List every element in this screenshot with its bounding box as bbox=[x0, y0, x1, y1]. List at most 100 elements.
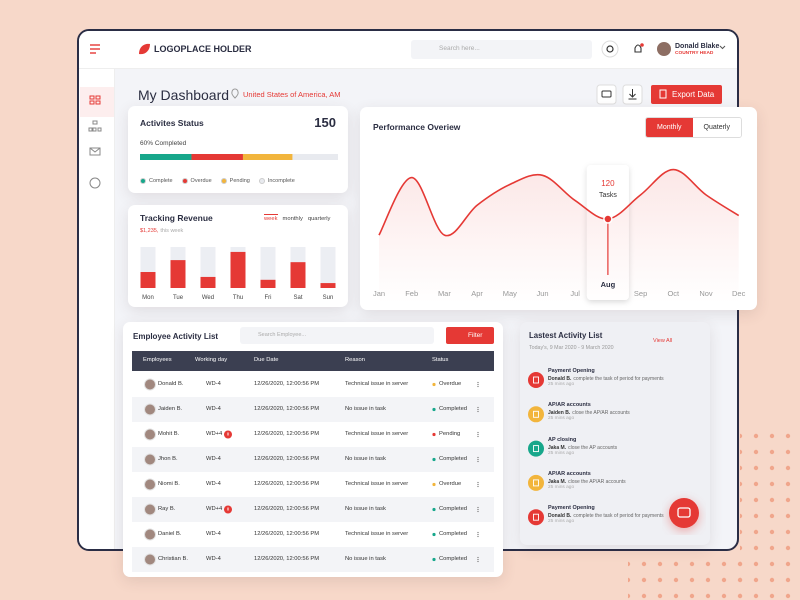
row-menu-dot[interactable] bbox=[477, 558, 479, 561]
search-box[interactable] bbox=[411, 40, 592, 59]
nav-help[interactable] bbox=[89, 177, 101, 189]
row-menu-dot[interactable] bbox=[477, 433, 479, 436]
activity-time: 25 mins ago bbox=[548, 519, 575, 525]
activity-user: Donald B. bbox=[548, 513, 572, 520]
legend: Complete Overdue Pending Incomplete bbox=[140, 178, 295, 184]
employee-name: Ray B. bbox=[158, 505, 176, 512]
chat-button[interactable] bbox=[662, 491, 706, 535]
activity-item-title: AP/AR accounts bbox=[548, 402, 591, 409]
row-menu-dot[interactable] bbox=[477, 431, 479, 434]
status: Completed bbox=[439, 455, 468, 462]
x-tick-label: Wed bbox=[202, 295, 214, 301]
nav-dashboard[interactable] bbox=[89, 95, 101, 105]
top-bar bbox=[79, 31, 737, 69]
legend-swatch bbox=[181, 178, 188, 184]
bar-track bbox=[320, 247, 336, 288]
bell-icon[interactable] bbox=[634, 44, 642, 53]
activity-time: 25 mins ago bbox=[548, 484, 575, 490]
sidebar-active[interactable] bbox=[80, 87, 114, 117]
row-menu-dot[interactable] bbox=[477, 560, 479, 563]
menu-icon[interactable] bbox=[90, 44, 100, 54]
print-button[interactable] bbox=[596, 84, 617, 105]
row-menu-dot[interactable] bbox=[477, 381, 479, 384]
nav-org[interactable] bbox=[88, 120, 102, 132]
activity-time: 25 mins ago bbox=[548, 450, 575, 456]
row-menu-dot[interactable] bbox=[477, 460, 479, 463]
avatar bbox=[144, 428, 156, 441]
row-menu-dot[interactable] bbox=[477, 435, 479, 438]
employee-name: Niomi B. bbox=[158, 480, 180, 487]
row-menu-dot[interactable] bbox=[477, 508, 479, 511]
row-menu-dot[interactable] bbox=[477, 410, 479, 413]
row-menu-dot[interactable] bbox=[477, 385, 479, 388]
activity-glyph bbox=[533, 479, 539, 487]
row-menu-dot[interactable] bbox=[477, 506, 479, 509]
export-button[interactable] bbox=[651, 85, 722, 104]
legend-label: Complete bbox=[149, 178, 173, 184]
period-tab[interactable]: monthly bbox=[282, 216, 303, 222]
row-menu-dot[interactable] bbox=[477, 483, 479, 486]
due-date: 12/26/2020, 12:00:56 PM bbox=[254, 530, 320, 537]
status-dot bbox=[432, 407, 436, 412]
user-role: COUNTRY HEAD bbox=[675, 51, 714, 56]
period-tab[interactable]: week bbox=[264, 214, 278, 222]
bar bbox=[140, 272, 156, 288]
highlight-point bbox=[603, 214, 613, 224]
table-search[interactable] bbox=[240, 327, 434, 344]
period-tabs: week monthly quarterly bbox=[264, 214, 330, 222]
table-search-placeholder: Search Employee... bbox=[258, 332, 306, 338]
activity-glyph bbox=[533, 513, 539, 521]
tab[interactable]: Quaterly bbox=[692, 118, 741, 137]
working-day: WD+4 bbox=[206, 505, 223, 512]
period-tab[interactable]: quarterly bbox=[307, 216, 331, 222]
page-title: My Dashboard bbox=[138, 87, 230, 103]
bar-track bbox=[260, 247, 276, 288]
user-avatar[interactable] bbox=[657, 42, 671, 56]
chevron[interactable] bbox=[719, 45, 726, 50]
row-menu-dot[interactable] bbox=[477, 533, 479, 536]
activity-item-title: Payment Opening bbox=[548, 505, 595, 512]
x-tick-label: Fri bbox=[265, 295, 272, 301]
working-day: WD-4 bbox=[206, 555, 221, 562]
bar bbox=[170, 260, 186, 288]
row-menu-dot[interactable] bbox=[477, 458, 479, 461]
view-all[interactable]: View All bbox=[653, 338, 673, 344]
x-tick-label: Sun bbox=[323, 295, 334, 301]
row-menu-dot[interactable] bbox=[477, 485, 479, 488]
due-date: 12/26/2020, 12:00:56 PM bbox=[254, 555, 320, 562]
activity-time: 25 mins ago bbox=[548, 416, 575, 422]
employee-name: Jhon B. bbox=[158, 455, 178, 462]
row-menu-dot[interactable] bbox=[477, 510, 479, 513]
x-tick-label: Jun bbox=[536, 289, 548, 298]
reason: Technical issue in server bbox=[345, 530, 409, 537]
x-tick-label: Feb bbox=[405, 289, 418, 298]
due-date: 12/26/2020, 12:00:56 PM bbox=[254, 430, 320, 437]
print-icon bbox=[601, 90, 612, 98]
row-menu-dot[interactable] bbox=[477, 408, 479, 411]
activity-date: Today's, 9 Mar 2020 - 9 March 2020 bbox=[529, 345, 614, 351]
tooltip-value: 120 bbox=[601, 179, 615, 188]
activity-desc: Jaiden B. close the AP/AR accounts bbox=[548, 410, 630, 416]
row-menu-dot[interactable] bbox=[477, 456, 479, 459]
row-menu-dot[interactable] bbox=[477, 383, 479, 386]
row-menu-dot[interactable] bbox=[477, 481, 479, 484]
tab[interactable]: Monthly bbox=[646, 118, 693, 137]
row-menu-dot[interactable] bbox=[477, 531, 479, 534]
legend-item: Incomplete bbox=[258, 178, 295, 184]
row-menu-dot[interactable] bbox=[477, 535, 479, 538]
column-header: Working day bbox=[195, 357, 228, 363]
row-menu-dot[interactable] bbox=[477, 406, 479, 409]
filter-button[interactable] bbox=[446, 327, 494, 344]
working-day: WD+4 bbox=[206, 430, 223, 437]
employee-name: Christian B. bbox=[158, 555, 188, 562]
location-pin bbox=[231, 88, 239, 99]
settings-button[interactable] bbox=[601, 40, 619, 58]
nav-mail[interactable] bbox=[89, 147, 101, 156]
activity-glyph bbox=[533, 445, 539, 453]
status-dot bbox=[432, 557, 436, 562]
activity-user: Jaka M. bbox=[548, 444, 567, 451]
logo-icon bbox=[139, 43, 150, 55]
status: Pending bbox=[439, 430, 461, 437]
row-menu-dot[interactable] bbox=[477, 556, 479, 559]
